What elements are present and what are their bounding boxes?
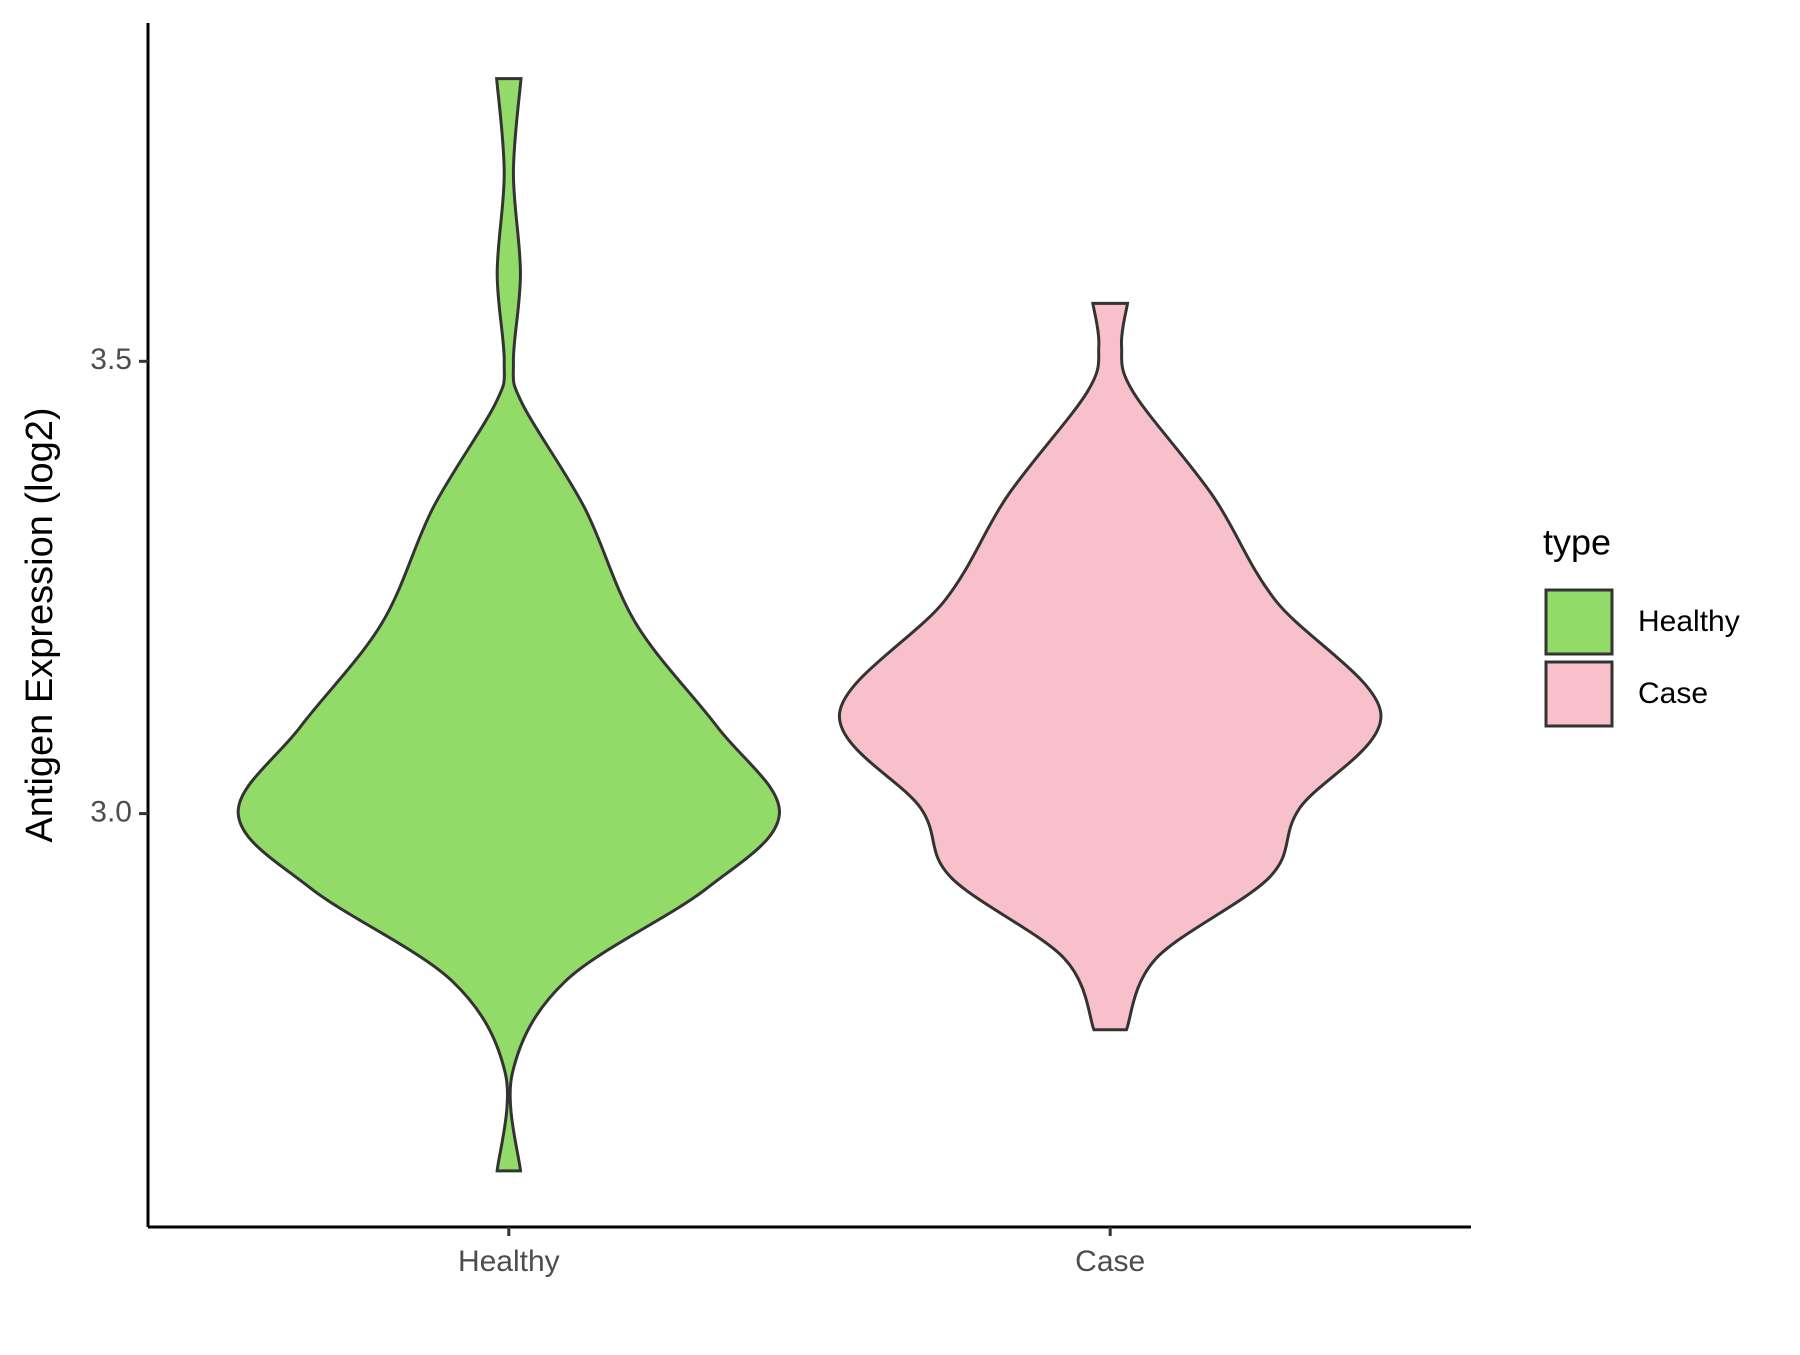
legend-label: Healthy [1638,605,1740,638]
x-tick-label: Healthy [458,1245,560,1278]
y-tick-label: 3.5 [90,343,132,376]
x-tick-label: Case [1075,1245,1145,1278]
legend-key [1544,588,1614,656]
legend-title: type [1543,522,1611,563]
y-axis-title: Antigen Expression (log2) [19,407,61,842]
legend-label: Case [1638,677,1708,710]
legend-key [1544,660,1614,728]
violin [236,77,781,1173]
y-tick-label: 3.0 [90,796,132,829]
violin [838,301,1383,1032]
